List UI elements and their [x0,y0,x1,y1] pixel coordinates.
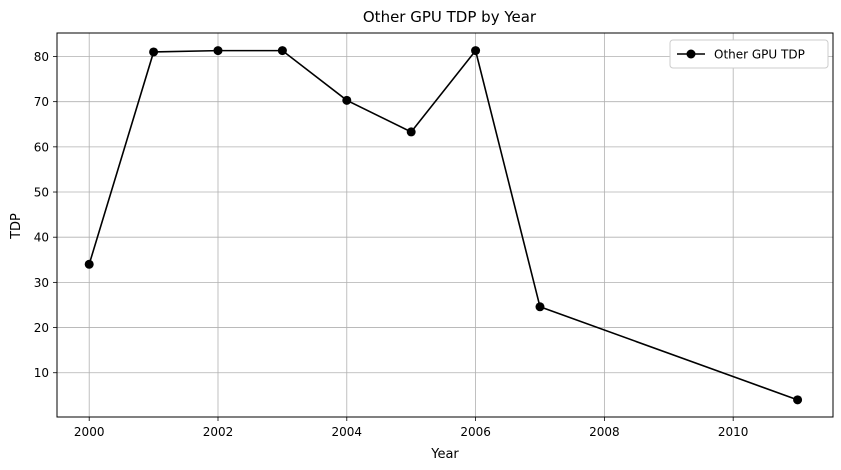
chart-title: Other GPU TDP by Year [363,8,537,26]
data-point [213,46,223,56]
legend-box [669,39,829,69]
y-tick-label: 20 [34,321,49,335]
x-tick-label: 2002 [203,425,234,439]
data-point [535,302,545,312]
y-axis: 10 20 30 40 50 60 70 80 [34,50,57,380]
x-tick-label: 2004 [332,425,363,439]
x-axis-label: Year [430,447,459,462]
y-tick-label: 80 [34,50,49,64]
grid-lines [57,33,833,417]
y-tick-label: 30 [34,276,49,290]
plot-area [56,32,834,418]
data-point [84,259,94,269]
y-axis-label: TDP [9,213,24,240]
legend: Other GPU TDP [669,39,829,69]
y-tick-label: 10 [34,366,49,380]
data-point [793,395,803,405]
data-point [342,95,352,105]
x-tick-label: 2006 [460,425,491,439]
x-tick-label: 2000 [74,425,105,439]
data-point [406,127,416,137]
data-point [277,46,287,56]
series-layer [84,46,803,405]
y-tick-label: 40 [34,231,49,245]
data-point [471,46,481,56]
y-tick-label: 70 [34,95,49,109]
series-line [88,48,798,401]
y-tick-label: 60 [34,140,49,154]
y-tick-label: 50 [34,186,49,200]
x-tick-label: 2010 [718,425,749,439]
x-tick-label: 2008 [589,425,620,439]
legend-marker [686,49,696,59]
legend-label: Other GPU TDP [714,48,805,62]
data-point [149,47,159,57]
x-axis: 2000 2002 2004 2006 2008 2010 [74,417,749,439]
